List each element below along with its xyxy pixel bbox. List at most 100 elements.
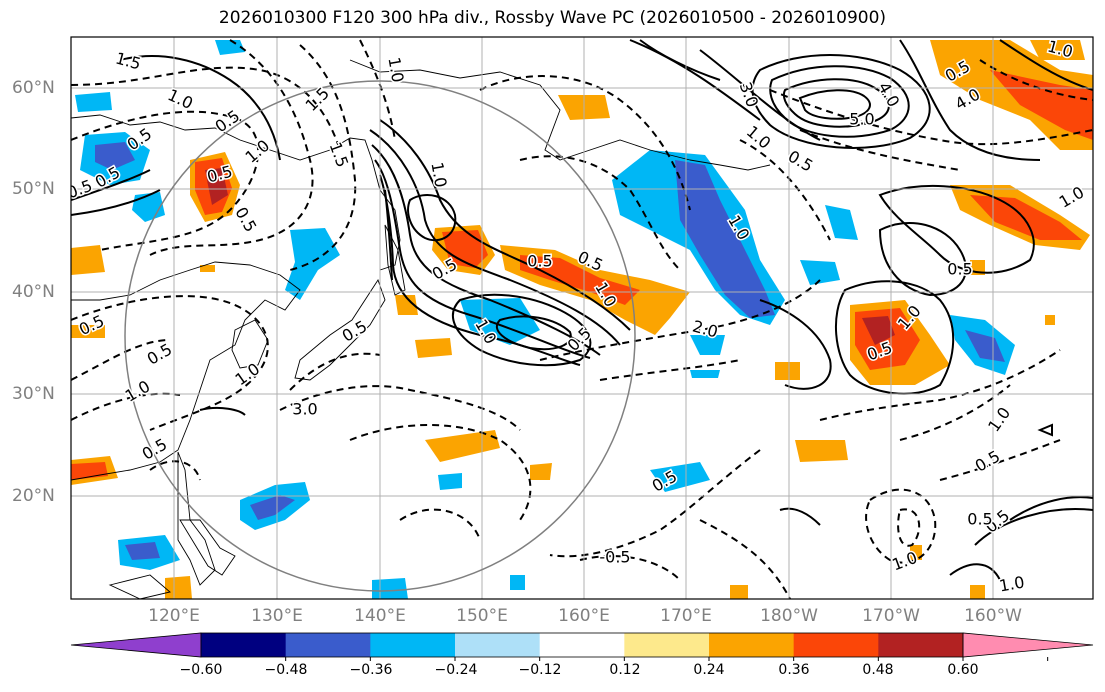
contour-label: 0.5 [947,260,972,279]
colorbar-tick-label: −0.36 [349,662,393,678]
shade-blue [95,142,135,170]
lon-label: 120°E [148,606,200,626]
contour-line [878,221,967,297]
contour-line [878,184,1035,274]
coastline-layer [71,59,771,599]
colorbar-segment [201,633,287,657]
contour-label: 0.5 [212,106,244,136]
contour-line [798,89,871,120]
lat-label: 60°N [12,78,55,98]
contour-line [751,54,931,149]
colorbar-extend-high [962,632,1094,658]
colorbar-tick-label: 0.36 [778,662,810,678]
lon-label: 170°W [862,606,920,626]
shade-warm [425,430,500,462]
contour-line [149,39,314,256]
contour-line [974,508,1093,546]
shade-warm [205,168,228,205]
lon-label: 130°E [251,606,303,626]
lon-label: 140°E [354,606,406,626]
coastline [294,278,386,381]
contour-dashed-layer [71,39,1093,599]
contour-line [119,55,281,161]
coastline [71,114,401,271]
shade-warm [415,338,452,358]
lat-label: 50°N [12,179,55,199]
colorbar-extend-low [70,632,202,658]
colorbar-tick-label: −0.60 [179,662,223,678]
contour-line [782,78,890,128]
contour-line [739,139,831,241]
contour-label: 1.0 [427,161,450,189]
contour-solid-layer [71,39,1093,581]
contour-line [71,392,181,421]
shade-warm [730,585,748,599]
shade-warm [200,265,215,272]
coastline [349,59,691,161]
colorbar-segment [539,633,625,657]
contour-label: 1.0 [384,56,407,84]
contour-line [71,339,171,381]
shade-blue [690,370,720,378]
contour-line [199,406,246,416]
contour-line [359,39,396,141]
colorbar [70,632,1094,661]
contour-label: 1.0 [1056,183,1088,212]
colorbar-tick-label: 0.48 [862,662,894,678]
contour-line [149,460,201,481]
contour-label: 1.0 [743,122,775,153]
lon-label: 180°W [760,606,818,626]
lon-label: 160°E [558,606,610,626]
contour-line [1009,496,1093,521]
shade-warm [775,362,800,380]
colorbar-segment [285,633,371,657]
lon-label: 160°W [964,606,1022,626]
contour-line [834,280,955,395]
shade-blue [825,205,858,240]
contour-line [279,385,521,431]
shade-blue [800,260,840,285]
shade-warm [530,463,552,480]
shade-blue [250,495,295,520]
contour-line [71,169,151,201]
shade-warm [862,316,895,345]
contour-line [699,519,791,599]
contour-line [779,507,821,526]
colorbar-tick-label: 0.24 [693,662,725,678]
shade-blue [75,92,112,112]
contour-line [939,439,1061,481]
contour-line [899,39,1041,161]
shade-warm [970,585,985,599]
lat-label: 30°N [12,384,55,404]
contour-line [71,295,269,431]
colorbar-segment [455,633,541,657]
shade-blue [690,335,725,355]
shade-blue [675,160,775,318]
contour-line [979,59,1093,101]
contour-label: 0.5 [967,510,992,529]
shade-warm [970,195,1082,240]
contour-line [699,49,821,141]
map-title: 2026010300 F120 300 hPa div., Rossby Wav… [218,8,887,28]
contour-line [579,555,681,581]
contour-line [289,352,381,391]
contour-label: 5.0 [849,110,874,129]
contour-line [819,349,1061,421]
contour-label: 0.5 [231,204,260,236]
shade-warm [71,245,105,275]
contour-line [289,44,357,271]
contour-label: 0.5 [139,435,171,464]
colorbar-segment [878,633,964,657]
colorbar-frame [200,632,964,658]
contour-line [899,384,1011,441]
shade-blue [125,542,160,560]
contour-line [949,563,1001,581]
colorbar-tick-label: 0.60 [947,662,979,678]
contour-line [399,508,481,541]
contour-line [369,129,621,346]
contour-line [639,39,721,81]
contour-label: 1.0 [998,572,1026,595]
colorbar-tick-label: 0.12 [609,662,641,678]
shade-blue [650,462,710,492]
contour-line [599,359,741,381]
